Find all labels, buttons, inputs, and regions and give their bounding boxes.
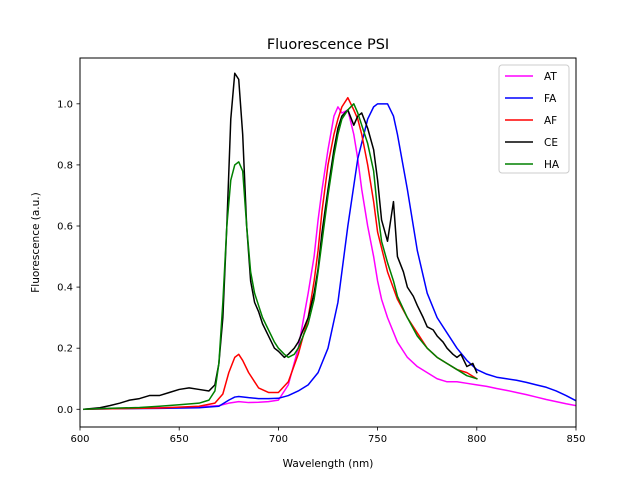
plot-frame — [79, 57, 577, 428]
y-axis-label: Fluorescence (a.u.) — [30, 192, 42, 292]
y-tick-label: 1.0 — [57, 99, 73, 110]
y-tick-label: 0.6 — [57, 222, 73, 233]
x-tick-label: 600 — [70, 434, 89, 445]
x-axis: 600 650 700 750 800 850 — [70, 427, 586, 445]
x-tick-label: 650 — [170, 434, 189, 445]
y-tick-label: 0.4 — [57, 283, 73, 294]
x-tick-label: 800 — [467, 434, 486, 445]
x-axis-label: Wavelength (nm) — [283, 458, 374, 470]
x-tick-label: 850 — [566, 434, 585, 445]
y-tick-label: 0.2 — [57, 344, 73, 355]
chart-title: Fluorescence PSI — [267, 37, 389, 53]
y-tick-label: 0.8 — [57, 160, 73, 171]
x-tick-label: 700 — [269, 434, 288, 445]
legend-label-at: AT — [544, 71, 557, 83]
legend-label-ce: CE — [544, 137, 558, 149]
legend-box — [498, 64, 570, 174]
legend: AT FA AF CE HA — [498, 64, 570, 174]
series-line-fa — [83, 103, 576, 411]
series-line-ha — [83, 103, 478, 411]
legend-label-fa: FA — [544, 93, 557, 105]
y-axis: 0.0 0.2 0.4 0.6 0.8 1.0 — [57, 99, 80, 416]
y-tick-label: 0.0 — [57, 405, 73, 416]
legend-label-ha: HA — [544, 159, 560, 171]
series-line-ce — [83, 72, 478, 411]
legend-label-af: AF — [544, 115, 557, 127]
x-tick-label: 750 — [368, 434, 387, 445]
